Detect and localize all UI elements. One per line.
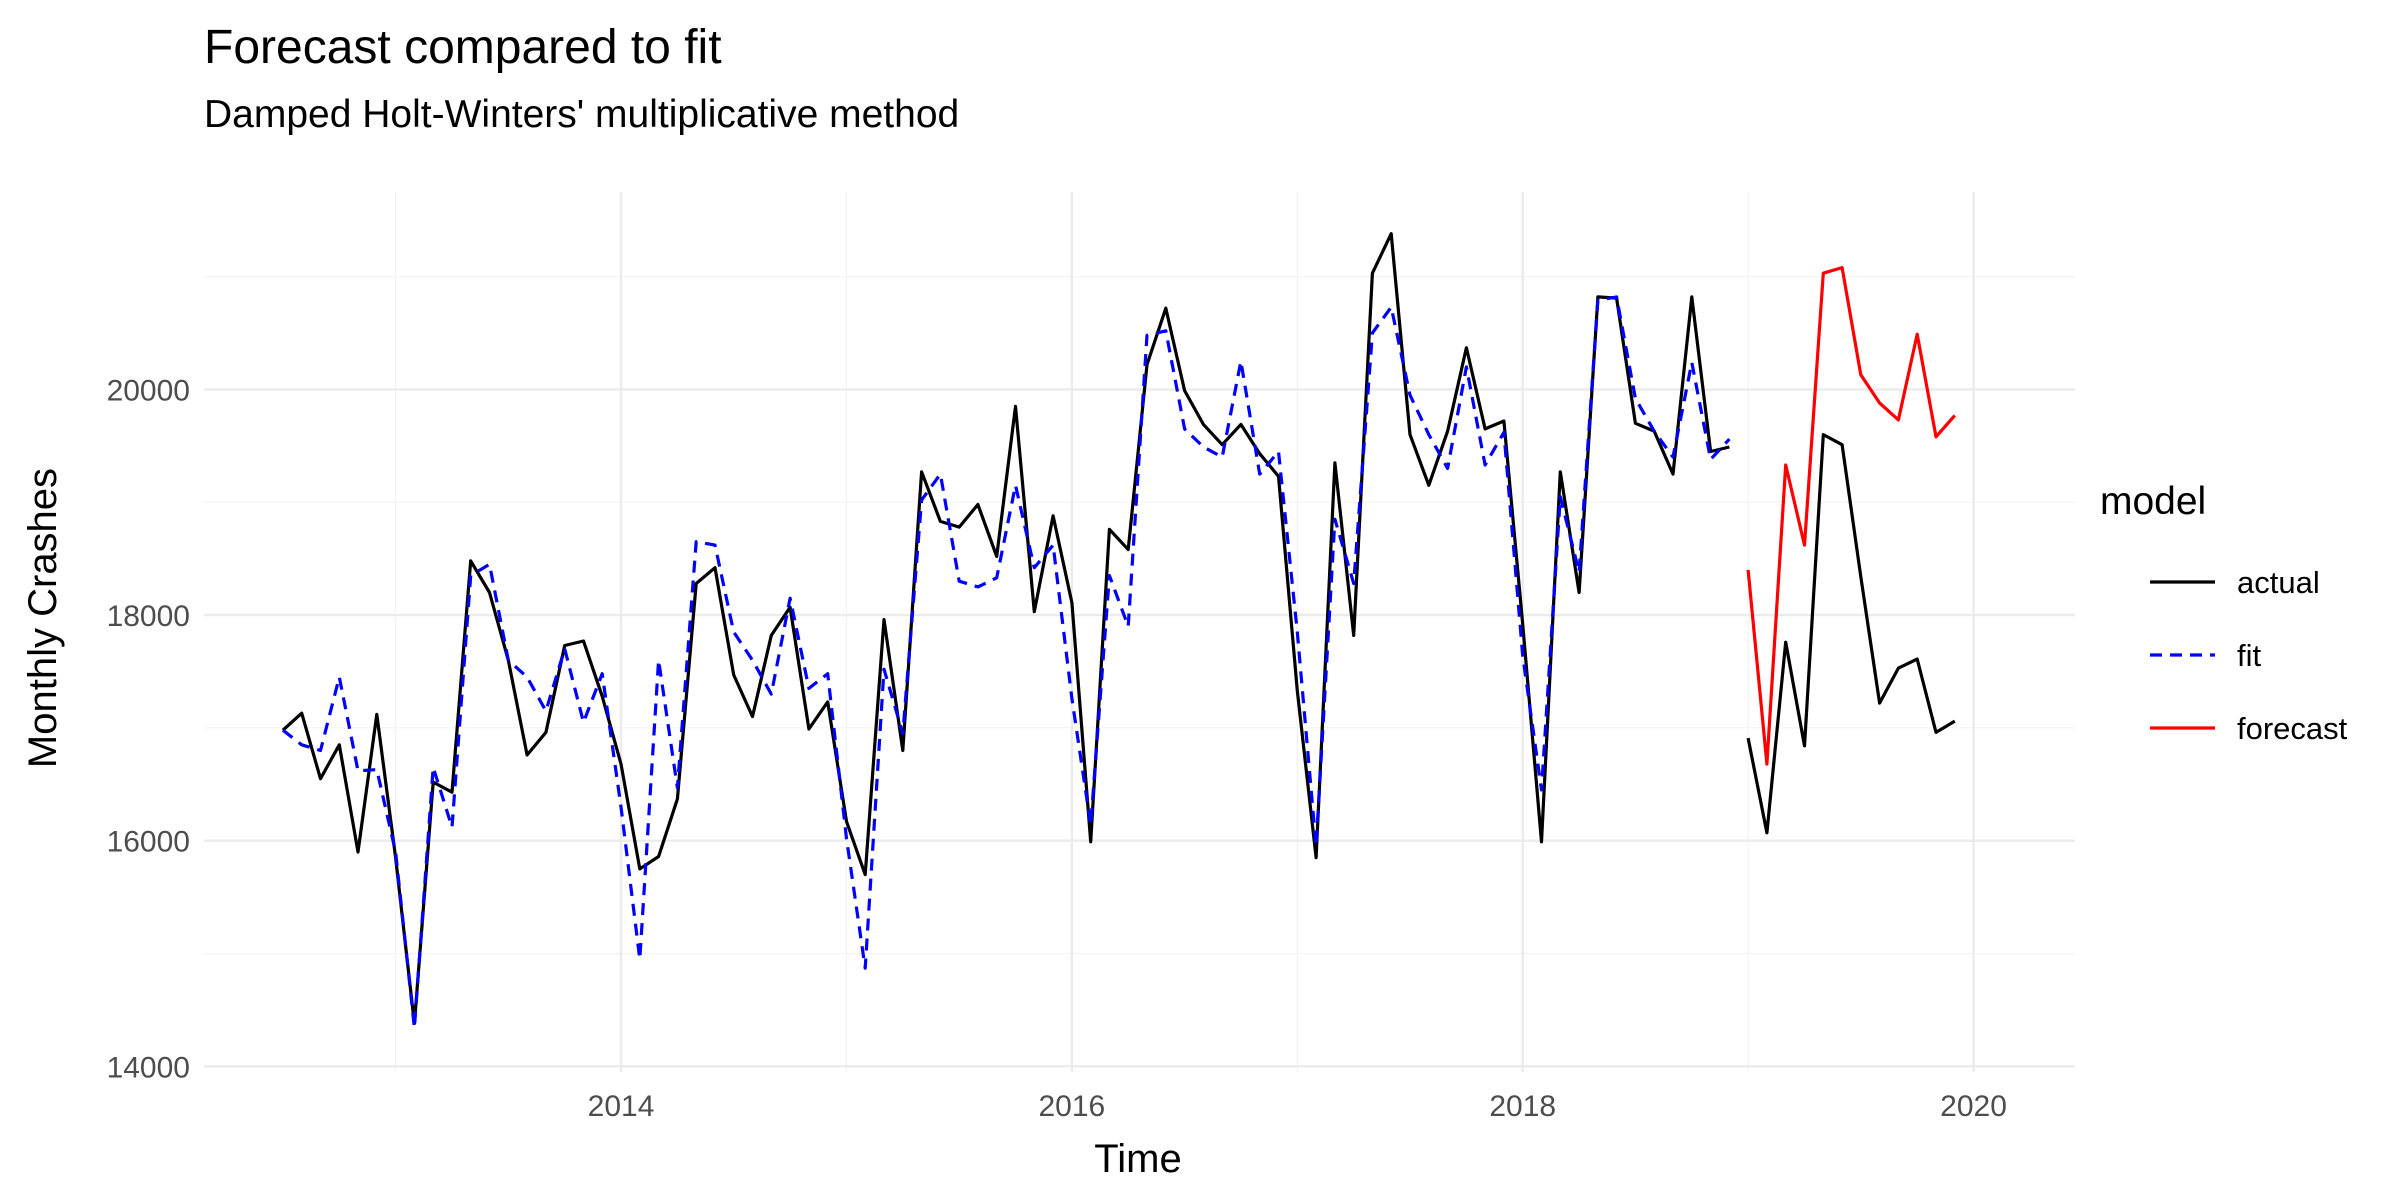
- y-tick-label: 16000: [107, 826, 190, 859]
- x-tick-label: 2020: [1940, 1090, 2007, 1123]
- y-tick-label: 14000: [107, 1051, 190, 1084]
- chart-subtitle: Damped Holt-Winters' multiplicative meth…: [204, 93, 959, 136]
- series-line-actual: [281, 232, 1730, 1026]
- y-axis-title: Monthly Crashes: [21, 468, 65, 768]
- x-axis-tick-labels: 2014 2016 2018 2020: [588, 1090, 2007, 1123]
- legend-title: model: [2100, 480, 2206, 523]
- legend-label-forecast: forecast: [2237, 711, 2348, 746]
- series-line-forecast: [1746, 266, 1957, 766]
- plot-series: [281, 232, 1957, 1030]
- y-tick-label: 18000: [107, 600, 190, 633]
- x-tick-label: 2018: [1489, 1090, 1556, 1123]
- series-line-fit: [281, 295, 1731, 1030]
- legend-label-actual: actual: [2237, 565, 2320, 600]
- legend: model actual fit forecast: [2100, 480, 2348, 746]
- major-gridlines: [204, 192, 2075, 1072]
- chart-title: Forecast compared to fit: [204, 21, 722, 74]
- y-axis-tick-labels: 14000 16000 18000 20000: [107, 374, 190, 1084]
- minor-gridlines: [204, 192, 2075, 1072]
- x-tick-label: 2016: [1038, 1090, 1105, 1123]
- series-line-actual: [1746, 433, 1956, 835]
- legend-label-fit: fit: [2237, 638, 2262, 673]
- x-tick-label: 2014: [588, 1090, 655, 1123]
- y-tick-label: 20000: [107, 374, 190, 407]
- x-axis-title: Time: [1094, 1137, 1181, 1181]
